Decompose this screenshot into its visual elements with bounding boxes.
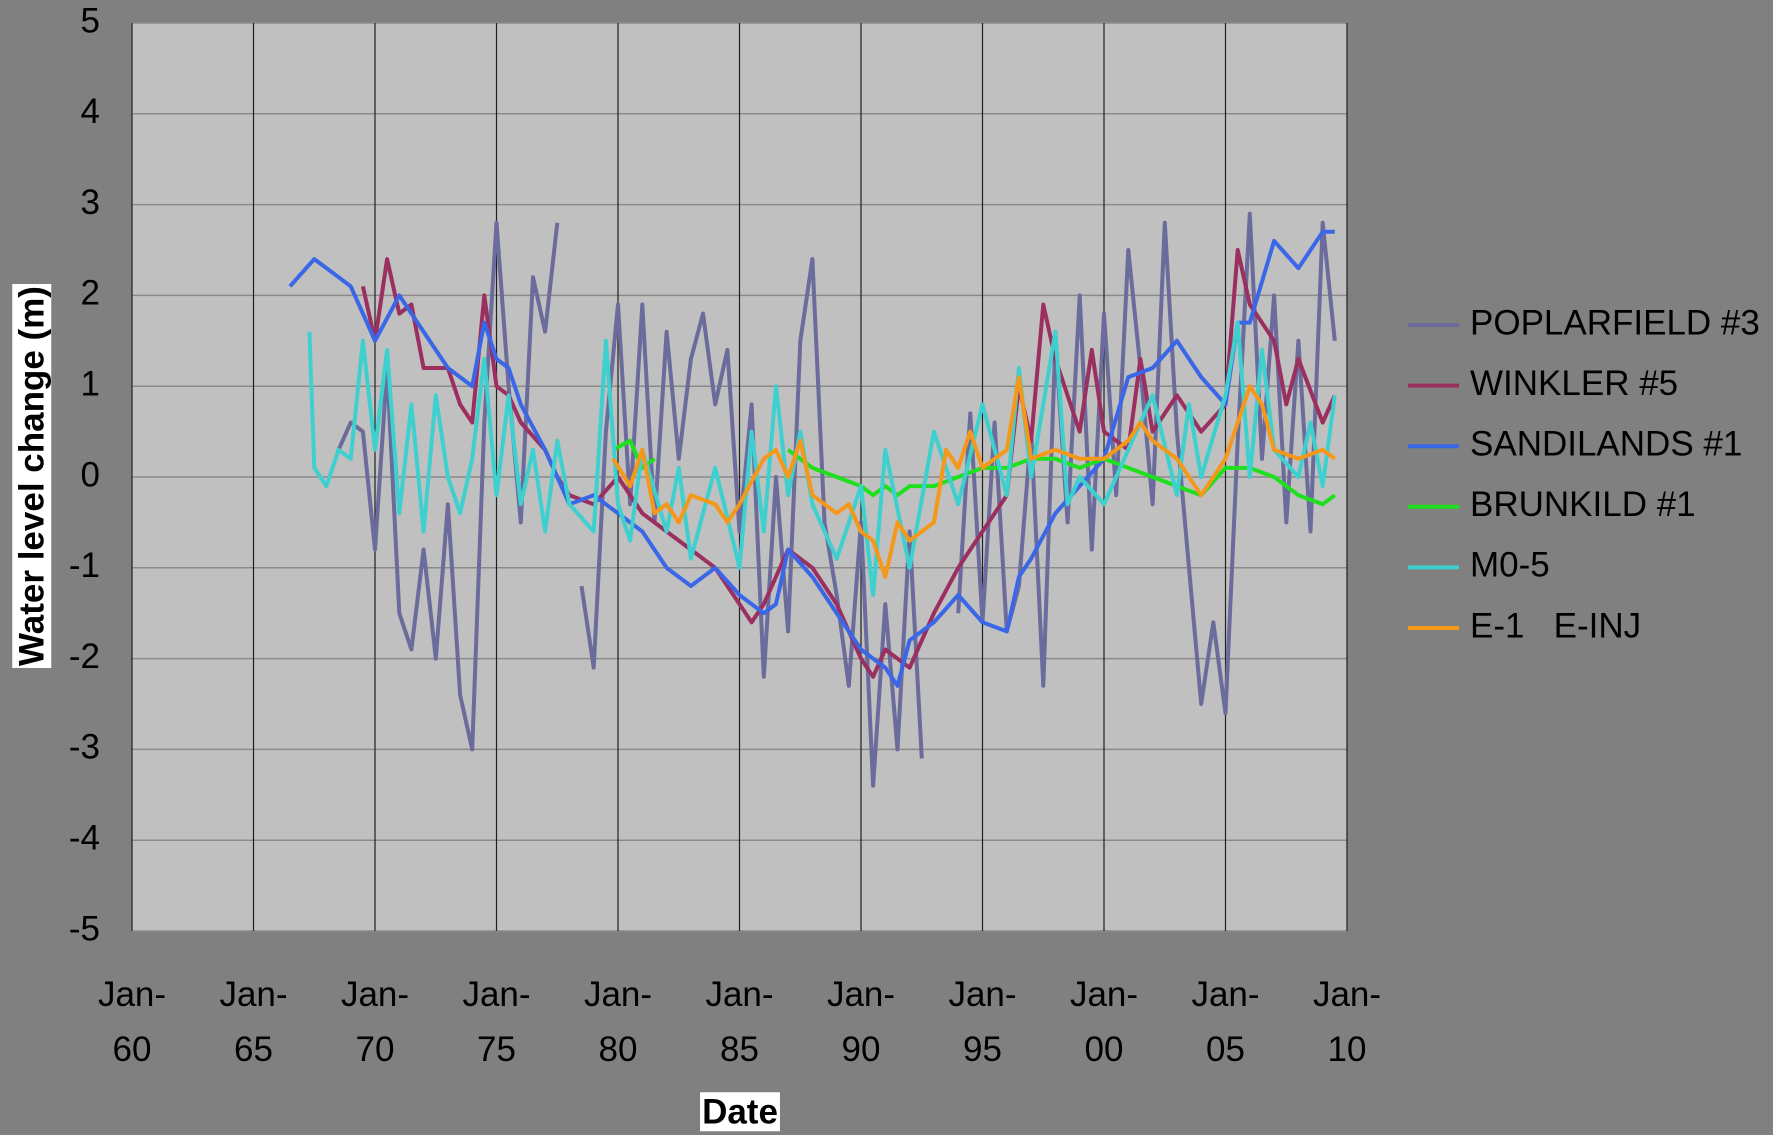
y-axis-label: Water level change (m): [12, 286, 51, 666]
x-tick-label: Jan-90: [827, 975, 895, 1069]
x-tick-label: Jan-60: [98, 975, 166, 1069]
labels: Date Water level change (m): [12, 284, 780, 1132]
series-line: [307, 320, 1337, 597]
y-label-background: [12, 284, 52, 668]
y-tick-label: 3: [81, 183, 100, 222]
series-line: [288, 229, 1335, 688]
y-tick-label: 5: [81, 1, 100, 40]
x-tick-label: Jan-75: [462, 975, 530, 1069]
x-tick-label: Jan-85: [705, 975, 773, 1069]
legend-label: WINKLER #5: [1470, 364, 1678, 403]
lines: [288, 211, 1337, 788]
y-tick-label: 0: [81, 455, 100, 494]
y-tick-label: 2: [81, 274, 100, 313]
series-line: [360, 248, 1337, 679]
y-tick-label: 4: [81, 92, 100, 131]
x-tick-label: Jan-10: [1313, 975, 1381, 1069]
series-line: [611, 375, 1336, 579]
x-axis-label: Date: [702, 1092, 778, 1131]
x-tick-label: Jan-05: [1191, 975, 1259, 1069]
legend: POPLARFIELD #3 WINKLER #5 SANDILANDS #1 BRU…: [1408, 303, 1760, 645]
x-tick-label: Jan-65: [219, 975, 287, 1069]
x-tick-label: Jan-95: [948, 975, 1016, 1069]
y-tick-label: -1: [69, 546, 100, 585]
grid: -5 -4 -3 -2 -1 0 1 2 3 4 5 Jan-60 Jan-65 Jan-70 Jan-75…: [69, 1, 1381, 1069]
legend-label: BRUNKILD #1: [1470, 485, 1696, 524]
legend-label: POPLARFIELD #3: [1470, 303, 1760, 342]
legend-label: E-1 E-INJ: [1470, 606, 1641, 645]
legend-label: M0-5: [1470, 546, 1550, 585]
y-tick-label: -5: [69, 909, 100, 948]
y-tick-label: -4: [69, 818, 100, 857]
x-label-background: [700, 1092, 780, 1132]
x-tick-label: Jan-70: [341, 975, 409, 1069]
y-tick-label: -3: [69, 728, 100, 767]
legend-label: SANDILANDS #1: [1470, 424, 1742, 463]
x-tick-label: Jan-00: [1070, 975, 1138, 1069]
series-line: [336, 211, 1337, 788]
x-tick-label: Jan-80: [584, 975, 652, 1069]
y-tick-label: -2: [69, 637, 100, 676]
y-tick-label: 1: [81, 364, 100, 403]
